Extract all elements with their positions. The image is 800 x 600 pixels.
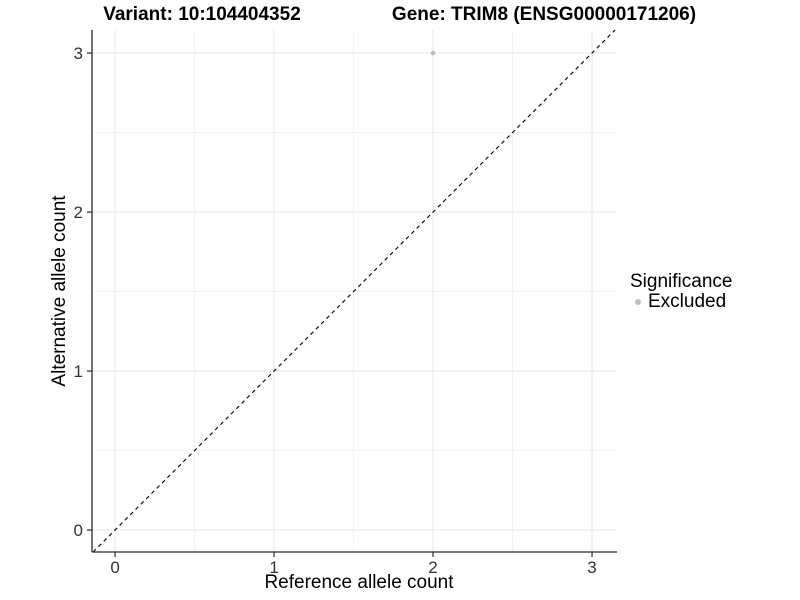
- y-tick-label: 1: [74, 362, 83, 381]
- y-axis-title: Alternative allele count: [49, 195, 70, 387]
- x-axis-title: Reference allele count: [264, 572, 454, 593]
- x-tick-label: 2: [428, 558, 437, 577]
- x-tick-label: 0: [110, 558, 119, 577]
- data-point: [430, 50, 436, 56]
- x-tick-label: 3: [587, 558, 596, 577]
- legend-item-label: Excluded: [648, 291, 727, 312]
- y-tick-label: 3: [74, 44, 83, 63]
- excluded-point-icon: [635, 299, 641, 305]
- gene-title: Gene: TRIM8 (ENSG00000171206): [391, 4, 697, 25]
- y-tick-label: 2: [74, 203, 83, 222]
- y-tick-label: 0: [74, 521, 83, 540]
- legend: Significance Excluded: [630, 272, 732, 312]
- identity-reference-line: [92, 29, 616, 553]
- legend-title: Significance: [630, 271, 733, 292]
- variant-title: Variant: 10:104404352: [103, 4, 301, 25]
- legend-item-excluded: Excluded: [630, 292, 732, 312]
- x-tick-label: 1: [269, 558, 278, 577]
